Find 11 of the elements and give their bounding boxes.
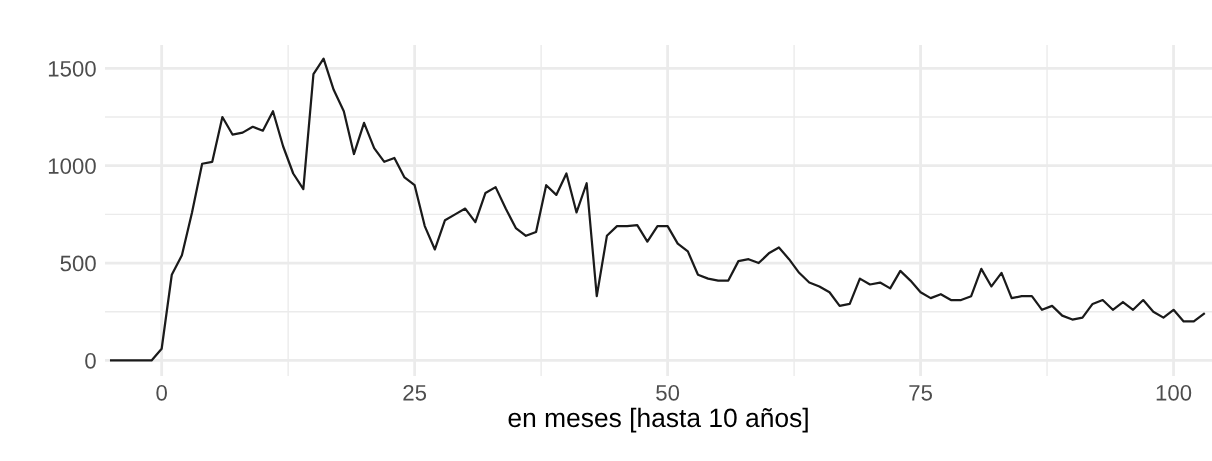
y-tick-label: 1500 <box>48 60 96 77</box>
x-tick-label: 50 <box>656 384 680 401</box>
x-tick-label: 0 <box>156 384 167 401</box>
x-tick-label: 25 <box>403 384 427 401</box>
y-tick-label: 0 <box>85 352 96 369</box>
x-tick-label: 100 <box>1156 384 1192 401</box>
y-tick-label: 500 <box>60 255 96 272</box>
line-series <box>109 57 1206 362</box>
y-tick-label: 1000 <box>48 158 96 174</box>
x-tick-label: 75 <box>909 385 933 401</box>
x-axis-title: en meses [hasta 10 años] <box>508 407 808 433</box>
